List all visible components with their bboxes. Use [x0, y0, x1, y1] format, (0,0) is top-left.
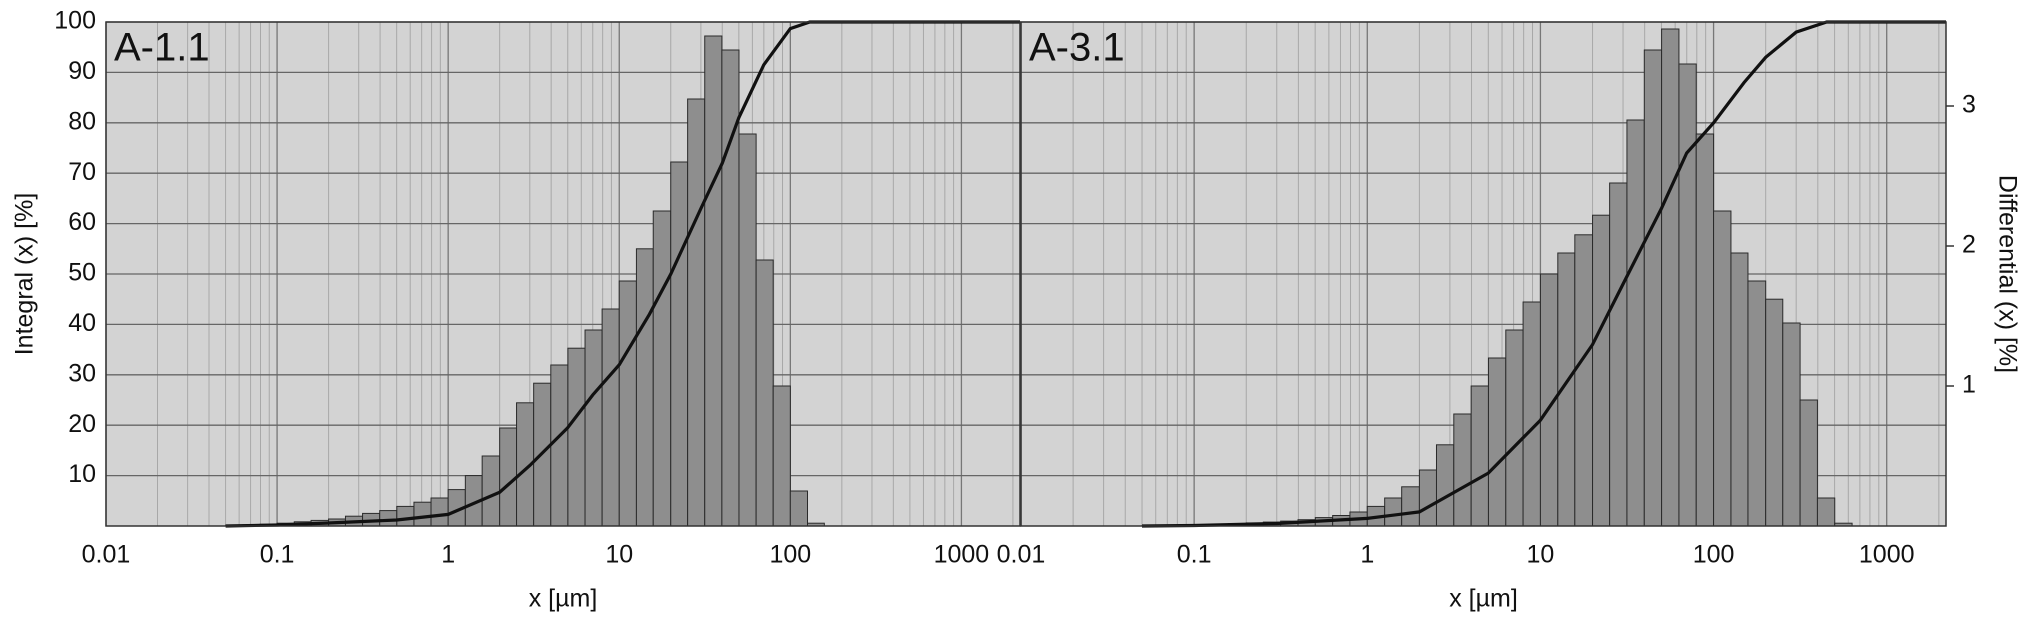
histogram-bar: [1817, 498, 1834, 526]
panel-title: A-3.1: [1029, 26, 1125, 70]
histogram-bar: [1714, 211, 1731, 526]
x-tick-label: 0.1: [1177, 541, 1212, 569]
histogram-bar: [739, 134, 756, 526]
histogram-bar: [585, 330, 602, 526]
x-tick-label: 1: [441, 541, 455, 569]
histogram-bar: [1679, 64, 1696, 526]
histogram-bar: [414, 502, 431, 526]
y-tick-label: 60: [68, 208, 96, 236]
y-axis-title: Integral (x) [%]: [11, 193, 39, 356]
x-tick-label: 10: [1527, 541, 1555, 569]
y2-tick-label: 2: [1962, 231, 1976, 259]
histogram-bar: [1662, 29, 1679, 526]
histogram-bar: [1436, 445, 1453, 526]
histogram-bar: [671, 162, 688, 526]
histogram-bar: [1644, 50, 1661, 526]
histogram-bar: [1454, 414, 1471, 526]
histogram-bar: [1627, 120, 1644, 526]
histogram-bar: [1523, 302, 1540, 526]
x-tick-label: 1000: [1859, 541, 1915, 569]
histogram-bar: [1696, 134, 1713, 526]
histogram-bar: [1575, 235, 1593, 526]
histogram-bar: [397, 506, 414, 526]
histogram-bar: [1731, 253, 1748, 526]
histogram-bar: [773, 386, 790, 526]
x-tick-label: 0.01: [82, 541, 131, 569]
histogram-bar: [790, 491, 807, 526]
x-tick-label: 100: [769, 541, 811, 569]
histogram-bar: [551, 365, 568, 526]
x-tick-label: 0.01: [997, 541, 1046, 569]
x-tick-label: 100: [1693, 541, 1735, 569]
y-tick-label: 10: [68, 460, 96, 488]
y-tick-label: 90: [68, 57, 96, 85]
histogram-bar: [482, 456, 500, 526]
y2-tick-label: 1: [1962, 371, 1976, 399]
histogram-bar: [568, 348, 585, 526]
y-tick-label: 50: [68, 259, 96, 287]
panel-title: A-1.1: [114, 26, 210, 70]
histogram-bar: [1783, 323, 1800, 526]
histogram-bar: [1610, 183, 1627, 526]
histogram-bar: [636, 249, 653, 526]
histogram-bar: [688, 99, 705, 526]
y-tick-label: 30: [68, 359, 96, 387]
histogram-bar: [1488, 358, 1505, 526]
x-tick-label: 1: [1360, 541, 1374, 569]
histogram-bar: [1748, 281, 1766, 526]
histogram-bar: [1800, 400, 1817, 526]
histogram-bar: [619, 281, 636, 526]
histogram-bar: [431, 498, 448, 526]
histogram-bar: [1506, 330, 1523, 526]
histogram-bar: [602, 309, 619, 526]
x-axis-title: x [µm]: [529, 585, 598, 613]
histogram-bar: [1385, 498, 1402, 526]
histogram-bar: [1402, 487, 1420, 526]
histogram-bar: [653, 211, 671, 526]
histogram-bar: [1419, 470, 1436, 526]
y-tick-label: 70: [68, 158, 96, 186]
y-tick-label: 20: [68, 410, 96, 438]
y-tick-label: 40: [68, 309, 96, 337]
histogram-bar: [1471, 386, 1488, 526]
x-axis-title: x [µm]: [1449, 585, 1518, 613]
x-tick-label: 10: [605, 541, 633, 569]
y2-axis-title: Differential (x) [%]: [1993, 175, 2021, 373]
histogram-bar: [756, 260, 773, 526]
histogram-bar: [500, 428, 517, 526]
x-tick-label: 0.1: [260, 541, 295, 569]
x-tick-label: 1000: [934, 541, 990, 569]
y-tick-label: 100: [54, 7, 96, 35]
histogram-bar: [1766, 299, 1783, 526]
y-tick-label: 80: [68, 107, 96, 135]
y2-tick-label: 3: [1962, 91, 1976, 119]
histogram-bar: [1593, 215, 1610, 526]
histogram-bar: [705, 36, 722, 526]
histogram-bar: [380, 511, 397, 526]
